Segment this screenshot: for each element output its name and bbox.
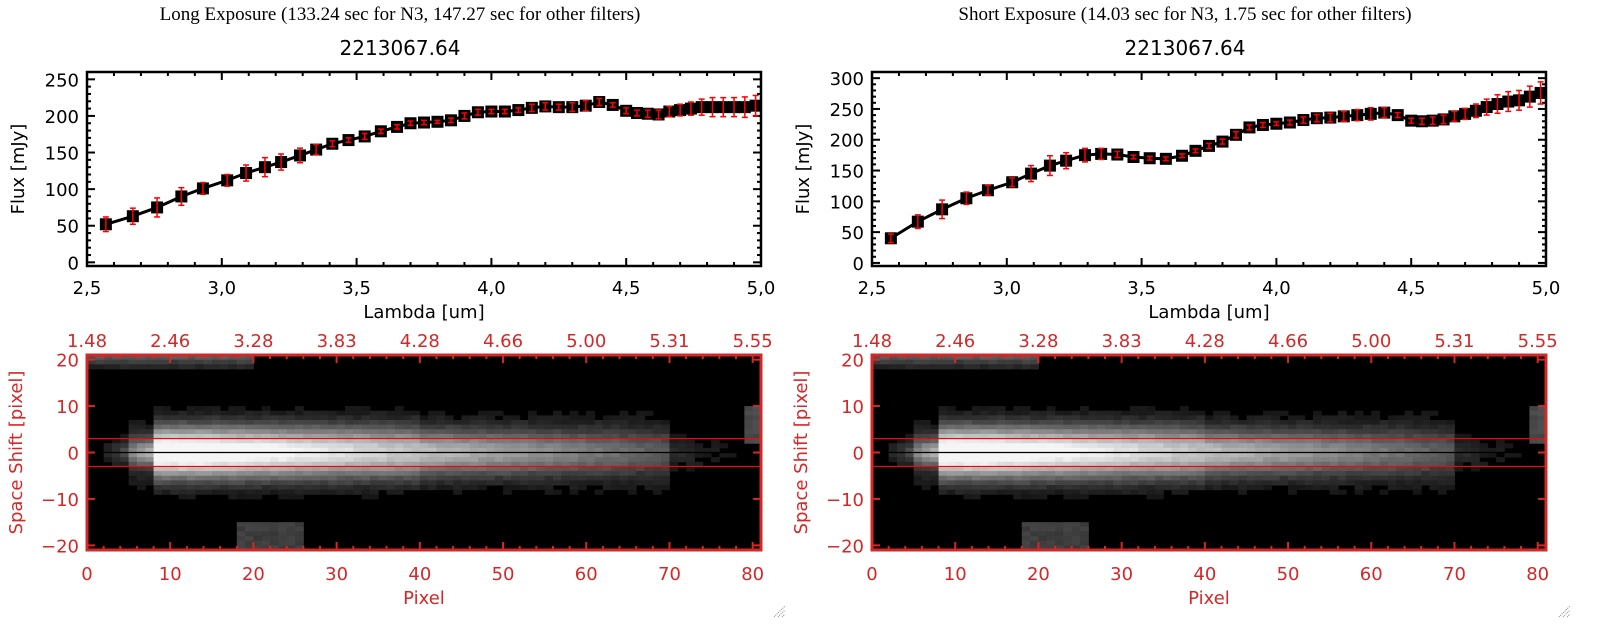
x-axis-label: Pixel <box>403 588 445 609</box>
y-tick-label: 200 <box>830 131 864 152</box>
y-tick-label: 150 <box>830 162 864 183</box>
y-tick-label: 0 <box>853 254 864 275</box>
long-exposure-spatial-image: 0 1.48 10 2.46 20 3.28 30 3.83 40 4.28 50 4.66 60 5.0… <box>6 331 773 609</box>
y-tick-label: 20 <box>841 351 864 372</box>
y-tick-label: −20 <box>826 536 864 557</box>
x-tick-label: 40 <box>1193 564 1216 585</box>
x-tick-label: 0 <box>866 564 877 585</box>
top-wavelength-tick-label: 5.31 <box>1434 331 1474 352</box>
x-tick-label: 20 <box>1027 564 1050 585</box>
short-exposure-spatial-image: 0 1.48 10 2.46 20 3.28 30 3.83 40 4.28 50 4.66 60 5.0… <box>791 331 1558 609</box>
y-tick-label: 150 <box>45 144 79 165</box>
y-tick-label: 100 <box>45 180 79 201</box>
x-axis-label: Lambda [um] <box>1148 302 1269 323</box>
top-wavelength-tick-label: 1.48 <box>852 331 892 352</box>
short-exposure-panel: Short Exposure (14.03 sec for N3, 1.75 s… <box>785 0 1585 630</box>
y-tick-label: 50 <box>841 223 864 244</box>
x-tick-label: 50 <box>492 564 515 585</box>
x-tick-label: 60 <box>575 564 598 585</box>
plot-frame <box>870 70 1548 268</box>
short-exposure-subtitle: 2213067.64 <box>1124 36 1246 60</box>
plot-frame <box>85 70 763 268</box>
top-wavelength-tick-label: 5.31 <box>649 331 689 352</box>
y-tick-label: 10 <box>56 397 79 418</box>
x-tick-label: 0 <box>81 564 92 585</box>
y-tick-label: −10 <box>41 490 79 511</box>
x-tick-label: 20 <box>242 564 265 585</box>
top-wavelength-tick-label: 1.48 <box>67 331 107 352</box>
x-tick-label: 4,0 <box>477 278 506 299</box>
x-tick-label: 10 <box>944 564 967 585</box>
x-tick-label: 30 <box>1110 564 1133 585</box>
y-axis-label: Space Shift [pixel] <box>791 371 812 535</box>
y-tick-label: 250 <box>45 70 79 91</box>
y-tick-label: 0 <box>68 253 79 274</box>
top-wavelength-tick-label: 4.66 <box>483 331 523 352</box>
short-exposure-spectrum-plot: 2,5 3,0 3,5 4,0 4,5 5,0 0 50 100 150 200 250 300 Lamb… <box>793 69 1561 323</box>
x-tick-label: 2,5 <box>858 278 887 299</box>
x-tick-label: 3,0 <box>992 278 1021 299</box>
y-tick-label: −20 <box>41 536 79 557</box>
top-wavelength-tick-label: 4.28 <box>400 331 440 352</box>
x-tick-label: 4,5 <box>1397 278 1426 299</box>
x-tick-label: 50 <box>1277 564 1300 585</box>
x-tick-label: 5,0 <box>747 278 776 299</box>
x-tick-label: 5,0 <box>1532 278 1561 299</box>
y-tick-label: 0 <box>68 444 79 465</box>
top-wavelength-tick-label: 5.00 <box>1351 331 1391 352</box>
x-tick-label: 4,5 <box>612 278 641 299</box>
image-pixels <box>87 355 762 551</box>
top-wavelength-tick-label: 5.00 <box>566 331 606 352</box>
image-pixels <box>872 355 1547 551</box>
x-tick-label: 10 <box>159 564 182 585</box>
y-tick-label: 20 <box>56 351 79 372</box>
top-wavelength-tick-label: 3.83 <box>1102 331 1142 352</box>
top-wavelength-tick-label: 4.66 <box>1268 331 1308 352</box>
y-tick-label: 200 <box>45 107 79 128</box>
long-exposure-subtitle: 2213067.64 <box>339 36 461 60</box>
top-wavelength-tick-label: 3.83 <box>317 331 357 352</box>
x-axis-label: Pixel <box>1188 588 1230 609</box>
top-wavelength-tick-label: 5.55 <box>1518 331 1558 352</box>
long-exposure-panel: Long Exposure (133.24 sec for N3, 147.27… <box>6 4 786 618</box>
top-wavelength-tick-label: 3.28 <box>233 331 273 352</box>
resize-grip-icon[interactable] <box>772 604 786 618</box>
y-axis-label: Flux [mJy] <box>8 124 29 215</box>
long-exposure-title: Long Exposure (133.24 sec for N3, 147.27… <box>159 4 641 25</box>
y-tick-label: 250 <box>830 100 864 121</box>
y-tick-label: 10 <box>841 397 864 418</box>
top-wavelength-tick-label: 4.28 <box>1185 331 1225 352</box>
x-tick-label: 2,5 <box>73 278 102 299</box>
x-tick-label: 3,5 <box>342 278 371 299</box>
x-tick-label: 3,0 <box>207 278 236 299</box>
y-tick-label: −10 <box>826 490 864 511</box>
top-wavelength-tick-label: 3.28 <box>1018 331 1058 352</box>
y-tick-label: 300 <box>830 69 864 90</box>
x-tick-label: 60 <box>1360 564 1383 585</box>
top-wavelength-tick-label: 2.46 <box>935 331 975 352</box>
y-axis-label: Flux [mJy] <box>793 124 814 215</box>
x-tick-label: 80 <box>1526 564 1549 585</box>
y-tick-label: 0 <box>853 444 864 465</box>
x-tick-label: 70 <box>1443 564 1466 585</box>
x-tick-label: 30 <box>325 564 348 585</box>
x-tick-label: 80 <box>741 564 764 585</box>
y-tick-label: 50 <box>56 217 79 238</box>
y-axis-label: Space Shift [pixel] <box>6 371 27 535</box>
x-tick-label: 4,0 <box>1262 278 1291 299</box>
top-wavelength-tick-label: 2.46 <box>150 331 190 352</box>
x-tick-label: 70 <box>658 564 681 585</box>
long-exposure-spectrum-plot: 2,5 3,0 3,5 4,0 4,5 5,0 0 50 100 150 200 250 Lambda … <box>8 70 776 323</box>
x-tick-label: 3,5 <box>1127 278 1156 299</box>
short-exposure-title: Short Exposure (14.03 sec for N3, 1.75 s… <box>958 4 1412 25</box>
resize-grip-icon[interactable] <box>1557 604 1571 618</box>
top-wavelength-tick-label: 5.55 <box>733 331 773 352</box>
y-tick-label: 100 <box>830 192 864 213</box>
x-tick-label: 40 <box>408 564 431 585</box>
x-axis-label: Lambda [um] <box>363 302 484 323</box>
